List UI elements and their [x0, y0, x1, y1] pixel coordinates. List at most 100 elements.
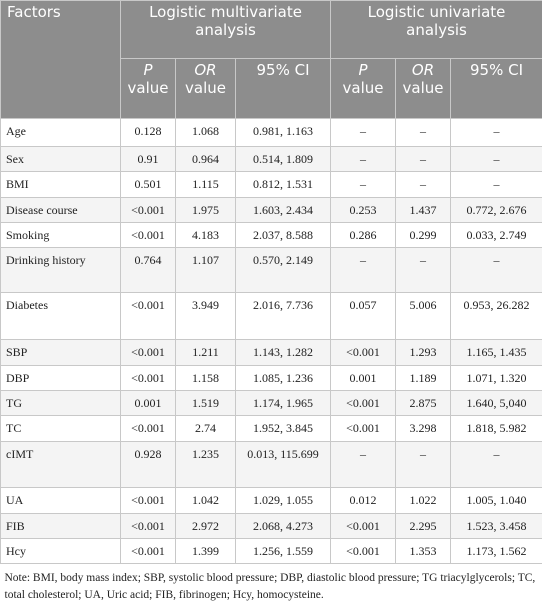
value-cell: 0.570, 2.149	[234, 247, 332, 293]
value-cell: <0.001	[120, 513, 176, 539]
table-row: DBP <0.001 1.158 1.085, 1.236 0.001 1.189 1.07…	[0, 365, 542, 391]
value-cell: 1.022	[395, 487, 452, 514]
value-cell: <0.001	[120, 538, 176, 564]
value-cell: 5.006	[395, 292, 452, 340]
value-cell: 0.013, 115.699	[234, 441, 332, 488]
value-cell: 1.952, 3.845	[234, 415, 332, 442]
table-row: FIB <0.001 2.972 2.068, 4.273 <0.001 2.295 1.5…	[0, 513, 542, 539]
factor-cell: TG	[0, 390, 121, 416]
value-cell: <0.001	[120, 365, 176, 391]
table-row: Drinking history 0.764 1.107 0.570, 2.149– –…	[0, 247, 542, 293]
value-cell: 0.764	[120, 247, 176, 293]
value-cell: 0.253	[330, 197, 397, 223]
value-cell: 0.981, 1.163	[234, 118, 332, 147]
table-row: Sex 0.91 0.964 0.514, 1.809– – –	[0, 146, 542, 172]
factor-cell: SBP	[0, 339, 121, 366]
table-row: Disease course <0.001 1.975 1.603, 2.434 0.2…	[0, 197, 542, 223]
factor-cell: TC	[0, 415, 121, 442]
value-cell: –	[330, 171, 397, 198]
value-cell: 4.183	[175, 222, 236, 248]
value-cell: –	[395, 441, 452, 488]
value-cell: 0.953, 26.282	[450, 292, 542, 340]
table-row: TG 0.001 1.519 1.174, 1.965 <0.001 2.875 1.640…	[0, 390, 542, 416]
value-cell: 1.143, 1.282	[234, 339, 332, 366]
sub-header-text: value	[342, 79, 384, 97]
value-cell: 1.293	[395, 339, 452, 366]
value-cell: 1.085, 1.236	[234, 365, 332, 391]
value-cell: –	[395, 118, 452, 147]
sub-header-symbol: P	[358, 61, 368, 79]
sub-header-symbol: OR	[411, 61, 435, 79]
value-cell: 1.437	[395, 197, 452, 223]
value-cell: 1.603, 2.434	[234, 197, 332, 223]
value-cell: <0.001	[120, 487, 176, 514]
sub-header-text: 95% CI	[470, 61, 524, 79]
value-cell: 2.068, 4.273	[234, 513, 332, 539]
value-cell: 1.165, 1.435	[450, 339, 542, 366]
value-cell: –	[450, 441, 542, 488]
value-cell: –	[395, 247, 452, 293]
value-cell: <0.001	[120, 222, 176, 248]
header-univariate: Logistic univariate analysis	[330, 0, 542, 59]
value-cell: 1.068	[175, 118, 236, 147]
value-cell: 0.033, 2.749	[450, 222, 542, 248]
sub-header-text: value	[127, 79, 169, 97]
value-cell: <0.001	[120, 292, 176, 340]
value-cell: 1.115	[175, 171, 236, 198]
factor-cell: FIB	[0, 513, 121, 539]
table-row: TC <0.001 2.74 1.952, 3.845 <0.001 3.298 1.818…	[0, 415, 542, 442]
value-cell: 0.812, 1.531	[234, 171, 332, 198]
value-cell: 1.399	[175, 538, 236, 564]
factor-cell: Sex	[0, 146, 121, 172]
value-cell: –	[450, 247, 542, 293]
value-cell: <0.001	[330, 513, 397, 539]
value-cell: 1.818, 5.982	[450, 415, 542, 442]
value-cell: <0.001	[120, 197, 176, 223]
note: Note: BMI, body mass index; SBP, systoli…	[0, 563, 542, 606]
value-cell: 0.964	[175, 146, 236, 172]
value-cell: 0.299	[395, 222, 452, 248]
value-cell: <0.001	[330, 339, 397, 366]
table-row: Smoking <0.001 4.183 2.037, 8.588 0.286 0.299…	[0, 222, 542, 248]
sub-header-text: value	[185, 79, 226, 97]
value-cell: 2.037, 8.588	[234, 222, 332, 248]
value-cell: <0.001	[330, 390, 397, 416]
value-cell: –	[450, 146, 542, 172]
value-cell: 0.057	[330, 292, 397, 340]
value-cell: –	[450, 118, 542, 147]
value-cell: 1.975	[175, 197, 236, 223]
value-cell: –	[330, 441, 397, 488]
value-cell: 0.012	[330, 487, 397, 514]
value-cell: –	[330, 146, 397, 172]
note-row: Note: BMI, body mass index; SBP, systoli…	[0, 563, 542, 606]
value-cell: 0.514, 1.809	[234, 146, 332, 172]
sub-header-text: 95% CI	[256, 61, 310, 79]
value-cell: 2.972	[175, 513, 236, 539]
value-cell: 0.501	[120, 171, 176, 198]
value-cell: 0.001	[120, 390, 176, 416]
value-cell: –	[395, 171, 452, 198]
value-cell: –	[450, 171, 542, 198]
sub-header-symbol: P	[143, 61, 153, 79]
value-cell: 2.74	[175, 415, 236, 442]
value-cell: 1.189	[395, 365, 452, 391]
table-row: SBP <0.001 1.211 1.143, 1.282 <0.001 1.293 1.1…	[0, 339, 542, 366]
sub-header: 95% CI	[450, 58, 542, 119]
factor-cell: Age	[0, 118, 121, 147]
table-row: BMI 0.501 1.115 0.812, 1.531– – –	[0, 171, 542, 198]
factor-cell: Diabetes	[0, 292, 121, 340]
value-cell: 1.173, 1.562	[450, 538, 542, 564]
factor-cell: Disease course	[0, 197, 121, 223]
value-cell: <0.001	[330, 415, 397, 442]
value-cell: 1.640, 5,040	[450, 390, 542, 416]
header-multivariate: Logistic multivariate analysis	[119, 0, 332, 59]
header-factors: Factors	[0, 0, 121, 119]
value-cell: 0.128	[120, 118, 176, 147]
value-cell: <0.001	[120, 415, 176, 442]
value-cell: 0.286	[330, 222, 397, 248]
value-cell: <0.001	[120, 339, 176, 366]
value-cell: 0.91	[120, 146, 176, 172]
value-cell: 1.029, 1.055	[234, 487, 332, 514]
factor-cell: cIMT	[0, 441, 121, 488]
